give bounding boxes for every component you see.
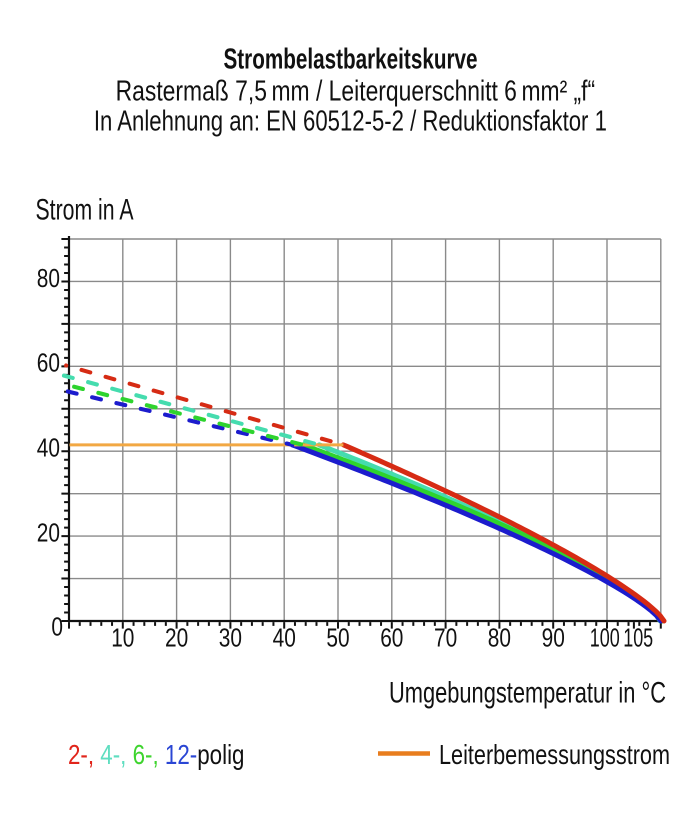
svg-text:In Anlehnung an: EN 60512-5-2: In Anlehnung an: EN 60512-5-2 / Reduktio… (94, 106, 607, 138)
svg-text:2-, 4-, 6-, 12-polig: 2-, 4-, 6-, 12-polig (68, 739, 245, 770)
svg-text:105: 105 (623, 623, 653, 653)
svg-text:90: 90 (542, 623, 565, 653)
svg-text:Rastermaß 7,5 mm / Leiterquers: Rastermaß 7,5 mm / Leiterquerschnitt 6 m… (116, 75, 596, 107)
svg-text:40: 40 (37, 433, 60, 463)
svg-text:60: 60 (37, 348, 60, 378)
svg-text:60: 60 (380, 623, 403, 653)
svg-text:Strombelastbarkeitskurve: Strombelastbarkeitskurve (224, 44, 478, 76)
svg-text:Umgebungstemperatur in °C: Umgebungstemperatur in °C (389, 677, 666, 710)
svg-text:Strom in A: Strom in A (36, 194, 134, 227)
svg-text:20: 20 (165, 623, 188, 653)
svg-text:80: 80 (37, 263, 60, 293)
svg-text:40: 40 (273, 623, 296, 653)
svg-text:70: 70 (434, 623, 457, 653)
svg-text:10: 10 (111, 623, 134, 653)
svg-text:20: 20 (37, 518, 60, 548)
svg-text:0: 0 (51, 612, 63, 642)
svg-text:Leiterbemessungsstrom: Leiterbemessungsstrom (439, 739, 670, 770)
svg-text:30: 30 (219, 623, 242, 653)
svg-text:80: 80 (488, 623, 511, 653)
svg-text:50: 50 (326, 623, 349, 653)
svg-text:100: 100 (590, 623, 620, 653)
